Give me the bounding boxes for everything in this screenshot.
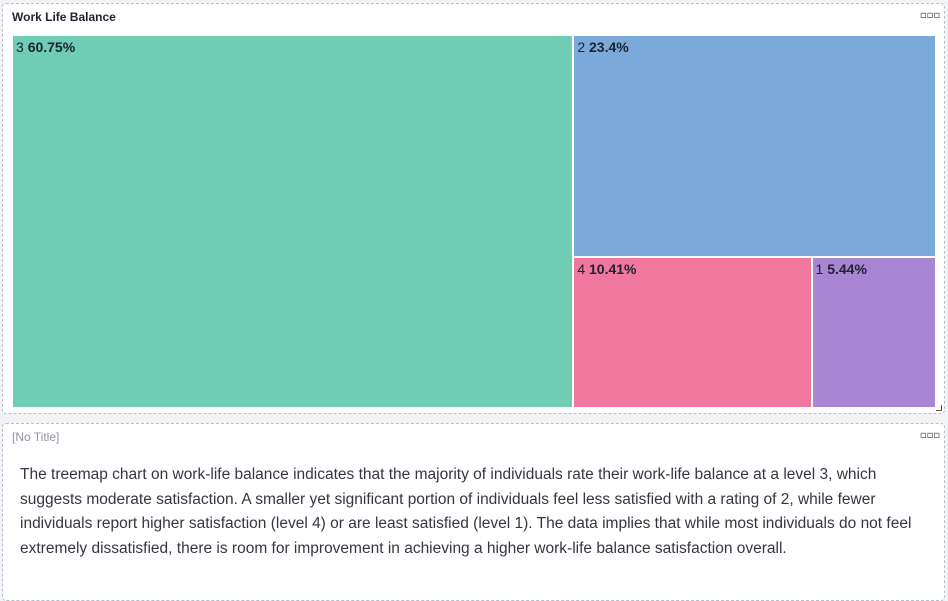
treemap-tile-label: 4 10.41% [577,261,636,277]
treemap-tile-2[interactable]: 2 23.4% [573,35,936,258]
more-options-icon: ▫▫▫ [919,430,941,441]
treemap-tile-name: 1 [815,261,828,278]
chart-panel: Work Life Balance ▫▫▫ 3 60.75% 2 23.4% 4 1… [2,3,945,414]
treemap-tile-label: 3 60.75% [16,39,75,55]
treemap-tile-3[interactable]: 3 60.75% [12,35,574,408]
more-options-icon: ▫▫▫ [919,10,941,21]
treemap-tile-name: 3 [16,39,28,55]
resize-handle-icon[interactable] [936,405,942,411]
text-panel-menu-button[interactable]: ▫▫▫ [920,428,940,444]
treemap-tile-name: 2 [577,39,590,55]
treemap-tile-1[interactable]: 1 5.44% [811,257,936,408]
treemap-tile-label: 1 5.44% [816,261,867,277]
treemap-tile-name: 4 [577,261,590,278]
treemap-tile-value: 5.44% [827,261,867,278]
treemap-tile-value: 60.75% [27,39,76,55]
text-panel: [No Title] ▫▫▫ The treemap chart on work… [2,423,945,601]
treemap-tile-value: 23.4% [589,39,629,55]
treemap-chart: 3 60.75% 2 23.4% 4 10.41% 1 5.44% [12,35,936,408]
text-panel-title: [No Title] [12,430,60,444]
chart-panel-menu-button[interactable]: ▫▫▫ [920,8,940,24]
treemap-tile-4[interactable]: 4 10.41% [573,257,812,408]
treemap-tile-label: 2 23.4% [577,39,628,55]
chart-panel-title: Work Life Balance [12,10,116,24]
treemap-tile-value: 10.41% [589,261,637,278]
summary-text: The treemap chart on work-life balance i… [20,466,912,557]
